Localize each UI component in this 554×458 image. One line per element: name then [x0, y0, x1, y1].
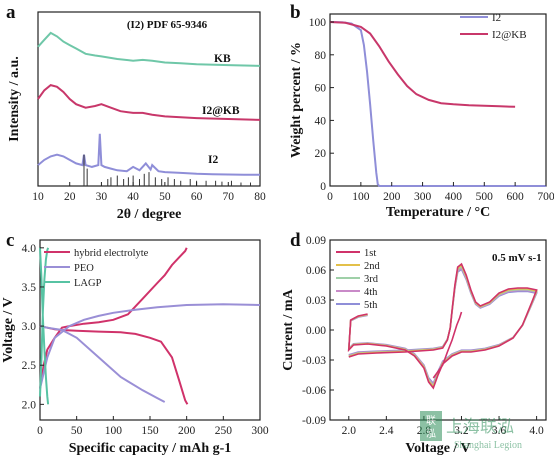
panel-b-legend-label: I2@KB	[492, 29, 527, 41]
panel-a-series-I2	[37, 133, 260, 176]
panel-d-legend-label: 4th	[364, 287, 378, 298]
panel-a-series-KB	[37, 31, 261, 67]
panel-label-a: a	[6, 2, 16, 23]
panel-b-ytick-label: 80	[315, 50, 327, 62]
panel-d-ytick-label: 0.03	[306, 295, 326, 307]
panel-d-ytick-label: -0.09	[302, 415, 326, 427]
panel-c-ytick-label: 3.0	[22, 321, 37, 333]
panel-d-frame	[329, 239, 547, 421]
panel-a-annotation: (I2) PDF 65-9346	[127, 19, 208, 31]
panel-d-scan-rate: 0.5 mV s-1	[492, 252, 542, 264]
panel-b-ytick-label: 100	[309, 17, 327, 29]
panel-d-legend-label: 5th	[364, 300, 378, 311]
panel-d-ytick-label: 0.09	[306, 235, 326, 247]
panel-c-xtick-label: 50	[71, 425, 83, 437]
panel-b-xtick-label: 0	[327, 191, 333, 203]
panel-b-xtick-label: 500	[476, 191, 494, 203]
panel-d-xlabel: Voltage / V	[405, 441, 470, 456]
panel-c-xtick-label: 100	[105, 425, 123, 437]
panel-a-series-I2@KB	[37, 84, 261, 121]
panel-a-xtick-label: 80	[254, 191, 266, 203]
panel-c-series-PEO	[39, 303, 261, 403]
panel-c-xtick-label: 200	[178, 425, 196, 437]
panel-a-label-I2: I2	[208, 154, 218, 166]
panel-b-ytick-label: 60	[315, 83, 327, 95]
panel-c-legend-label: PEO	[74, 263, 94, 274]
panel-label-b: b	[290, 2, 301, 23]
panel-b-xtick-label: 200	[383, 191, 401, 203]
panel-b-ytick-label: 0	[320, 181, 326, 193]
panel-c-ytick-label: 4.0	[22, 243, 37, 255]
panel-d-series-4th	[347, 266, 538, 387]
panel-c-ytick-label: 2.5	[22, 360, 37, 372]
panel-d-xtick-label: 2.4	[379, 425, 394, 437]
panel-c-ytick-label: 3.5	[22, 282, 37, 294]
panel-label-c: c	[6, 230, 14, 251]
panel-b-series-I2	[329, 21, 546, 187]
panel-b-ytick-label: 20	[315, 148, 327, 160]
panel-d-ylabel: Current / mA	[281, 288, 296, 370]
watermark-text-cn: 上海联泓	[446, 417, 514, 436]
panel-a-xtick-label: 40	[127, 191, 139, 203]
panel-d-ytick-label: -0.03	[302, 355, 326, 367]
panel-c-series-hybrid-electrolyte	[39, 247, 189, 405]
panel-a-xtick-label: 50	[159, 191, 171, 203]
panel-d-legend-label: 3rd	[364, 274, 379, 285]
panel-b-ylabel: Weight percent / %	[289, 42, 304, 158]
panel-a-xtick-label: 30	[96, 191, 108, 203]
panel-b-xtick-label: 300	[414, 191, 432, 203]
panel-a-xtick-label: 60	[191, 191, 203, 203]
panel-d-xtick-label: 2.0	[342, 425, 357, 437]
panel-b-xtick-label: 400	[445, 191, 463, 203]
panel-b-xtick-label: 100	[352, 191, 370, 203]
panel-d-series-1st	[347, 262, 538, 390]
panel-a-label-I2KB: I2@KB	[202, 105, 240, 117]
panel-c-legend-label: hybrid electrolyte	[74, 248, 149, 259]
panel-c-ylabel: Voltage / V	[1, 297, 16, 362]
panel-a-xlabel: 2θ / degree	[117, 207, 182, 222]
panel-c-xlabel: Specific capacity / mAh g-1	[69, 441, 232, 456]
watermark-text-en: Shanghai Legion	[454, 440, 522, 451]
panel-d-xtick-label: 4.0	[529, 425, 544, 437]
panel-label-d: d	[290, 230, 301, 251]
panel-d-ytick-label: 0.06	[306, 265, 326, 277]
panel-b-xtick-label: 700	[537, 191, 554, 203]
panel-d-xtick-label: 3.6	[492, 425, 507, 437]
panel-d-legend-label: 1st	[364, 248, 376, 259]
panel-d-ytick-label: 0.00	[306, 325, 326, 337]
watermark-logo-icon	[420, 411, 442, 441]
panel-c-xtick-label: 0	[37, 425, 43, 437]
panel-c-legend-label: LAGP	[74, 278, 102, 289]
panel-d-xtick-label: 3.2	[454, 425, 469, 437]
panel-a-xtick-label: 70	[223, 191, 235, 203]
panel-a-xtick-label: 20	[64, 191, 76, 203]
panel-b-legend-label: I2	[492, 12, 501, 24]
panel-d-first-cycle-tail	[432, 311, 463, 379]
panel-b-series-I2@KB	[329, 21, 516, 108]
watermark-icon-char-1: 联	[426, 415, 436, 427]
panel-c-ytick-label: 2.0	[22, 399, 37, 411]
panel-b-xtick-label: 600	[507, 191, 525, 203]
panel-a-xtick-label: 10	[32, 191, 44, 203]
panel-c-xtick-label: 300	[251, 425, 269, 437]
panel-c-series-LAGP	[39, 247, 50, 405]
panel-b-ytick-label: 40	[315, 115, 327, 127]
panel-c-xtick-label: 250	[215, 425, 233, 437]
watermark: 联泓 上海联泓 Shanghai Legion	[420, 411, 522, 451]
panel-c-xtick-label: 150	[141, 425, 159, 437]
panel-d-ytick-label: -0.06	[302, 385, 326, 397]
watermark-icon-char-2: 泓	[426, 428, 436, 440]
panel-b-xlabel: Temperature / °C	[386, 205, 490, 220]
panel-d-legend-label: 2nd	[364, 261, 381, 272]
panel-a-label-KB: KB	[214, 53, 231, 65]
panel-a-ylabel: Intensity / a.u.	[7, 56, 22, 142]
